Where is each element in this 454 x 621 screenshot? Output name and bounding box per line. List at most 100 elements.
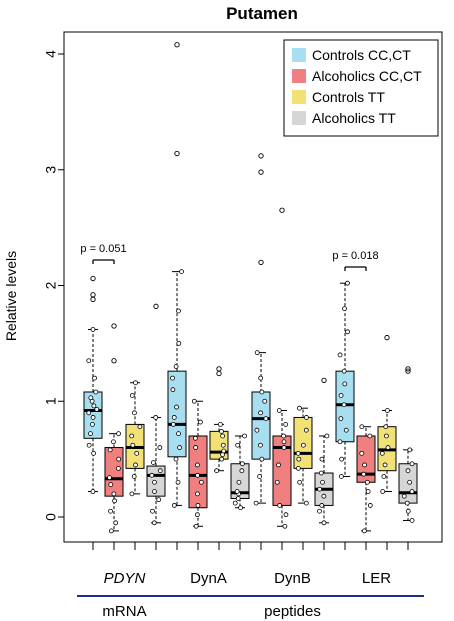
data-point <box>92 375 97 381</box>
data-point <box>383 433 389 439</box>
data-point <box>317 508 322 514</box>
data-point <box>337 352 343 358</box>
box-dynb-3 <box>314 377 334 526</box>
data-point <box>339 456 345 462</box>
data-point <box>383 424 389 430</box>
outlier-point <box>111 358 117 364</box>
data-point <box>364 479 370 485</box>
data-point <box>295 465 301 471</box>
data-point <box>112 498 118 504</box>
data-point <box>365 489 371 494</box>
data-point <box>94 406 100 412</box>
data-point <box>107 475 112 481</box>
box-dyna-1 <box>188 398 208 529</box>
data-point <box>401 493 407 499</box>
data-point <box>176 308 181 314</box>
data-point <box>344 280 350 286</box>
data-point <box>409 461 415 467</box>
data-point <box>157 468 163 474</box>
y-tick-label: 4 <box>43 50 59 58</box>
data-point <box>151 520 157 526</box>
p-value-label: p = 0.018 <box>332 250 378 262</box>
plot-frame <box>63 31 443 543</box>
data-point <box>219 428 224 434</box>
data-point <box>239 468 245 474</box>
data-point <box>221 448 227 454</box>
box-ler-2 <box>377 334 397 494</box>
p-value-label: p = 0.051 <box>80 243 126 255</box>
data-point <box>404 500 410 506</box>
group-label-dyna: DynA <box>190 570 227 587</box>
data-point <box>90 327 96 332</box>
data-point <box>342 306 347 312</box>
data-point <box>111 439 116 445</box>
data-point <box>276 462 281 468</box>
data-point <box>361 471 367 477</box>
data-point <box>318 470 324 476</box>
data-point <box>157 445 163 450</box>
data-point <box>150 460 156 465</box>
legend-entry: Alcoholics TT <box>312 110 396 126</box>
data-point <box>338 474 344 479</box>
data-point <box>297 479 303 485</box>
legend-entry: Controls CC,CT <box>312 47 411 63</box>
data-point <box>86 358 92 364</box>
data-point <box>239 461 245 467</box>
data-point <box>170 375 175 381</box>
box-pdyn-0 <box>83 275 103 494</box>
outlier-point <box>153 303 159 309</box>
outlier-point <box>384 334 390 341</box>
data-point <box>170 387 176 393</box>
data-point <box>232 500 238 506</box>
y-tick-label: 1 <box>43 397 59 405</box>
box-dynb-2 <box>293 405 313 506</box>
outlier-point <box>90 275 96 282</box>
data-point <box>108 508 113 514</box>
data-point <box>137 424 143 430</box>
data-point <box>343 427 349 433</box>
data-point <box>319 456 325 462</box>
box-ler-1 <box>356 424 376 534</box>
data-point <box>152 479 157 485</box>
data-point <box>242 433 247 439</box>
data-point <box>259 456 265 462</box>
data-point <box>235 496 241 501</box>
data-point <box>90 421 95 427</box>
y-tick-label: 2 <box>43 281 59 289</box>
legend-entry: Alcoholics CC,CT <box>312 68 422 84</box>
box-ler-3 <box>398 366 418 523</box>
data-point <box>107 447 113 453</box>
data-point <box>150 508 155 514</box>
data-point <box>91 450 97 456</box>
box-dyna-2 <box>209 366 229 474</box>
box-dynb-1 <box>272 207 292 529</box>
data-point <box>283 421 289 427</box>
data-point <box>173 456 179 462</box>
data-point <box>321 520 327 526</box>
data-point <box>133 380 138 386</box>
data-point <box>254 427 260 433</box>
category-label-peptides: peptides <box>264 603 321 620</box>
data-point <box>338 416 344 422</box>
outlier-point <box>216 370 222 377</box>
data-point <box>367 503 373 508</box>
data-point <box>90 415 96 420</box>
outlier-point <box>216 366 222 372</box>
data-point <box>174 404 179 410</box>
data-point <box>281 433 287 439</box>
data-point <box>296 456 302 462</box>
p-value-annotation: p = 0.051 <box>80 243 127 265</box>
data-point <box>91 403 97 409</box>
data-point <box>214 468 220 474</box>
box-pdyn-3 <box>146 303 166 526</box>
data-point <box>276 408 282 413</box>
data-point <box>173 364 179 369</box>
outlier-point <box>258 259 264 265</box>
legend-swatch <box>292 111 306 125</box>
box-pdyn-1 <box>104 323 124 534</box>
data-point <box>304 415 309 420</box>
data-point <box>108 528 114 534</box>
data-point <box>324 433 330 439</box>
data-point <box>131 474 137 479</box>
plot-area: 0 1 2 3 4 PDYN DynA DynB LER p = 0.051 p = 0.018 mR… <box>43 31 443 620</box>
